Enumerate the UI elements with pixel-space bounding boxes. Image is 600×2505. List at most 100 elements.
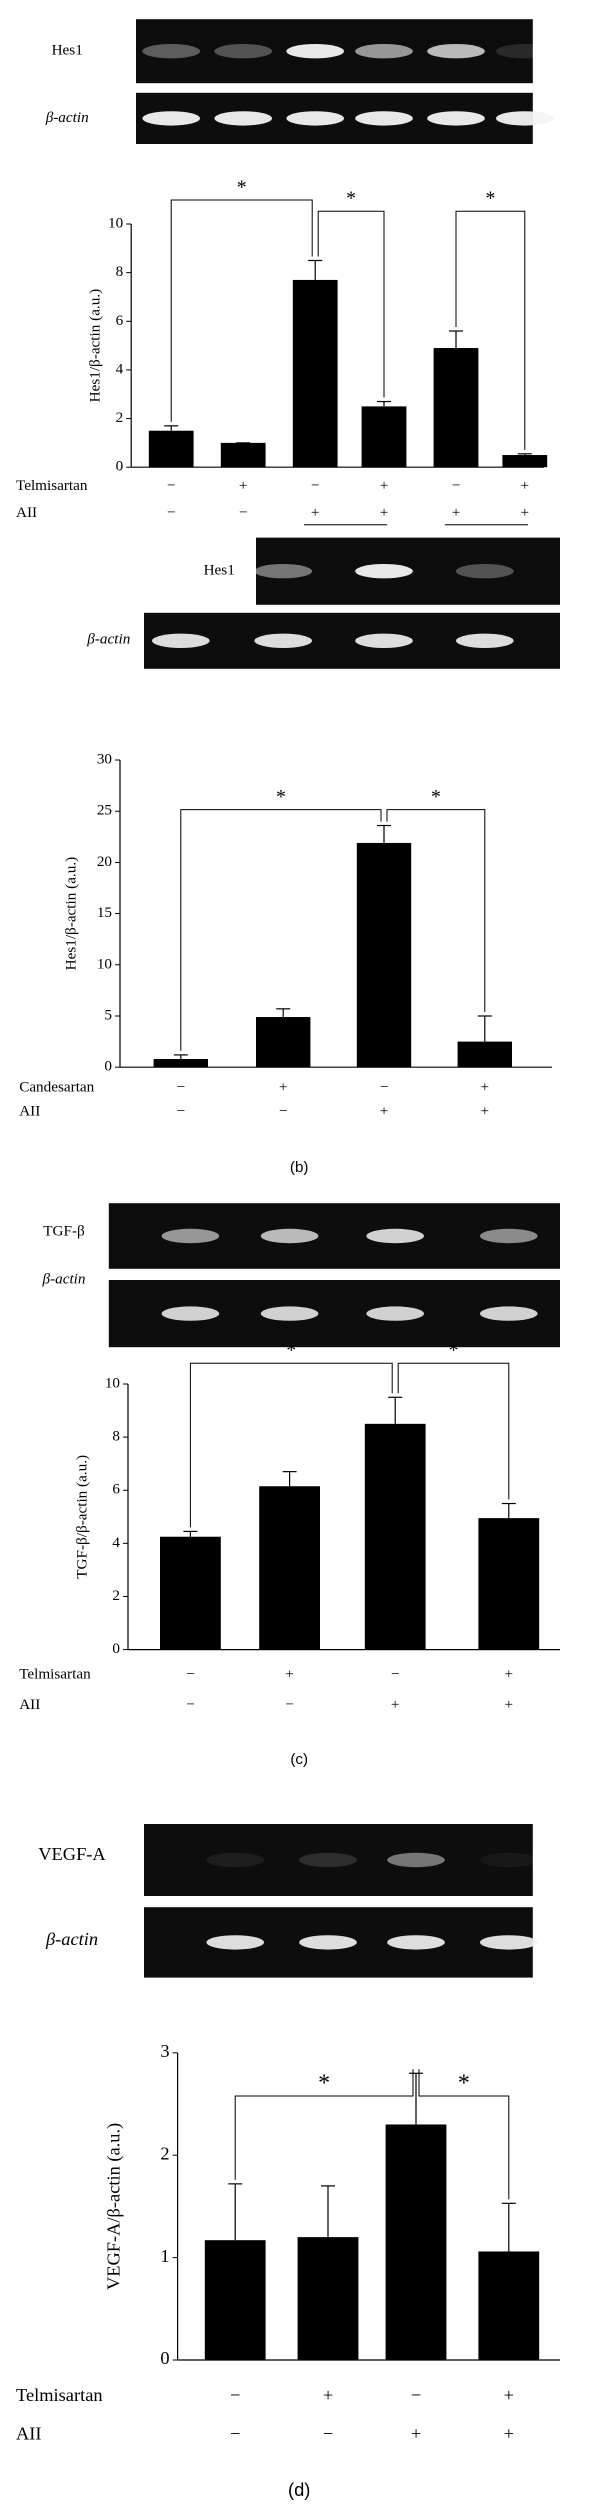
gel-band	[260, 1306, 319, 1321]
treatment-sign: −	[177, 1078, 186, 1095]
y-tick-label: 0	[160, 2348, 169, 2368]
panel-label: (c)	[290, 1751, 308, 1768]
gel-label: β-actin	[42, 1270, 86, 1287]
gel-band	[260, 1228, 319, 1244]
significance-bracket	[386, 809, 486, 1012]
gel-band	[152, 564, 210, 579]
gel-band	[366, 1228, 425, 1244]
y-axis-label: Hes1/β-actin (a.u.)	[62, 857, 79, 971]
bar	[160, 1536, 221, 1650]
y-tick-label: 1	[160, 2246, 169, 2266]
treatment-sign: −	[230, 2423, 240, 2443]
significance-label: *	[346, 188, 356, 210]
treatment-sign: +	[505, 1666, 514, 1683]
gel-band	[496, 111, 554, 126]
bar	[502, 455, 548, 468]
panel: VEGF-A β-actin 0 1 2 3 VEGF-A/β-actin (a.u.) Te…	[16, 1824, 560, 2500]
bar	[433, 348, 479, 468]
gel-band	[254, 633, 312, 648]
y-tick-label: 10	[105, 1374, 121, 1391]
gel-band	[456, 564, 514, 579]
bar	[385, 2124, 447, 2360]
y-axis-label: Hes1/β-actin (a.u.)	[86, 289, 103, 403]
treatment-sign: +	[521, 477, 530, 494]
significance-label: *	[449, 1340, 459, 1362]
gel-band	[355, 633, 413, 648]
gel-band	[142, 111, 200, 126]
gel-label: Hes1	[204, 562, 235, 579]
significance-bracket	[180, 809, 382, 1051]
gel-band	[254, 564, 312, 579]
treatment-sign: −	[279, 1102, 288, 1119]
treatment-sign: −	[391, 1666, 400, 1683]
y-tick-label: 8	[116, 263, 124, 280]
significance-bracket	[189, 1362, 393, 1528]
y-tick-label: 4	[112, 1534, 120, 1551]
bar	[292, 279, 338, 468]
bar	[297, 2237, 359, 2360]
gel-band	[299, 1852, 357, 1868]
treatment-sign: +	[504, 2423, 514, 2443]
y-tick-label: 30	[97, 750, 113, 767]
y-tick-label: 20	[97, 853, 113, 870]
gel-label: β-actin	[45, 109, 89, 126]
y-axis-label: TGF-β/β-actin (a.u.)	[74, 1455, 91, 1579]
bar	[204, 2240, 266, 2360]
treatment-sign: +	[279, 1078, 288, 1095]
y-tick-label: 8	[112, 1428, 120, 1445]
gel-band	[142, 44, 200, 59]
gel-image	[144, 1824, 533, 1896]
treatment-sign: +	[505, 1696, 514, 1713]
significance-bracket	[170, 199, 313, 422]
gel-band	[286, 111, 345, 126]
gel-band	[152, 633, 210, 648]
gel-label: VEGF-A	[38, 1844, 106, 1864]
y-tick-label: 4	[116, 360, 124, 377]
gel-band	[480, 1935, 538, 1950]
treatment-sign: −	[285, 1696, 294, 1713]
gel-band	[366, 1306, 425, 1321]
gel-band	[387, 1852, 445, 1868]
y-tick-label: 2	[116, 409, 124, 426]
y-tick-label: 10	[97, 955, 113, 972]
treatment-name: Telmisartan	[16, 477, 88, 494]
gel-band	[480, 1306, 538, 1321]
treatment-sign: +	[481, 1102, 490, 1119]
treatment-sign: −	[167, 504, 176, 521]
y-tick-label: 10	[108, 214, 124, 231]
gel-band	[299, 1935, 357, 1950]
panel: TGF-β β-actin 0 2 4 6 8 10 TGF-β/β-actin (a.u.) T…	[19, 1203, 561, 1768]
gel-band	[387, 1935, 445, 1950]
treatment-name: AII	[16, 2423, 42, 2443]
significance-bracket	[397, 1362, 510, 1500]
treatment-sign: −	[167, 477, 176, 494]
gel-band	[480, 1852, 538, 1868]
bar	[457, 1041, 512, 1068]
gel-band	[214, 111, 272, 126]
treatment-sign: −	[239, 504, 248, 521]
treatment-sign: +	[411, 2423, 421, 2443]
bar	[259, 1486, 320, 1650]
treatment-name: Telmisartan	[19, 1666, 91, 1683]
significance-bracket	[455, 210, 526, 450]
treatment-sign: +	[311, 504, 320, 521]
significance-label: *	[318, 2070, 330, 2096]
significance-label: *	[286, 1340, 296, 1362]
bar	[256, 1017, 311, 1068]
treatment-sign: +	[323, 2385, 333, 2405]
treatment-sign: +	[504, 2385, 514, 2405]
treatment-sign: +	[380, 477, 389, 494]
y-axis-label: VEGF-A/β-actin (a.u.)	[103, 2123, 124, 2290]
bar	[361, 406, 407, 468]
panel-label: (b)	[290, 1159, 309, 1176]
bar	[220, 442, 266, 468]
gel-label: Hes1	[52, 42, 83, 59]
treatment-sign: +	[391, 1696, 400, 1713]
treatment-sign: +	[521, 504, 530, 521]
treatment-sign: −	[311, 477, 320, 494]
y-tick-label: 2	[112, 1587, 120, 1604]
bar	[148, 430, 194, 468]
y-tick-label: 15	[97, 904, 112, 921]
y-tick-label: 0	[116, 458, 124, 475]
